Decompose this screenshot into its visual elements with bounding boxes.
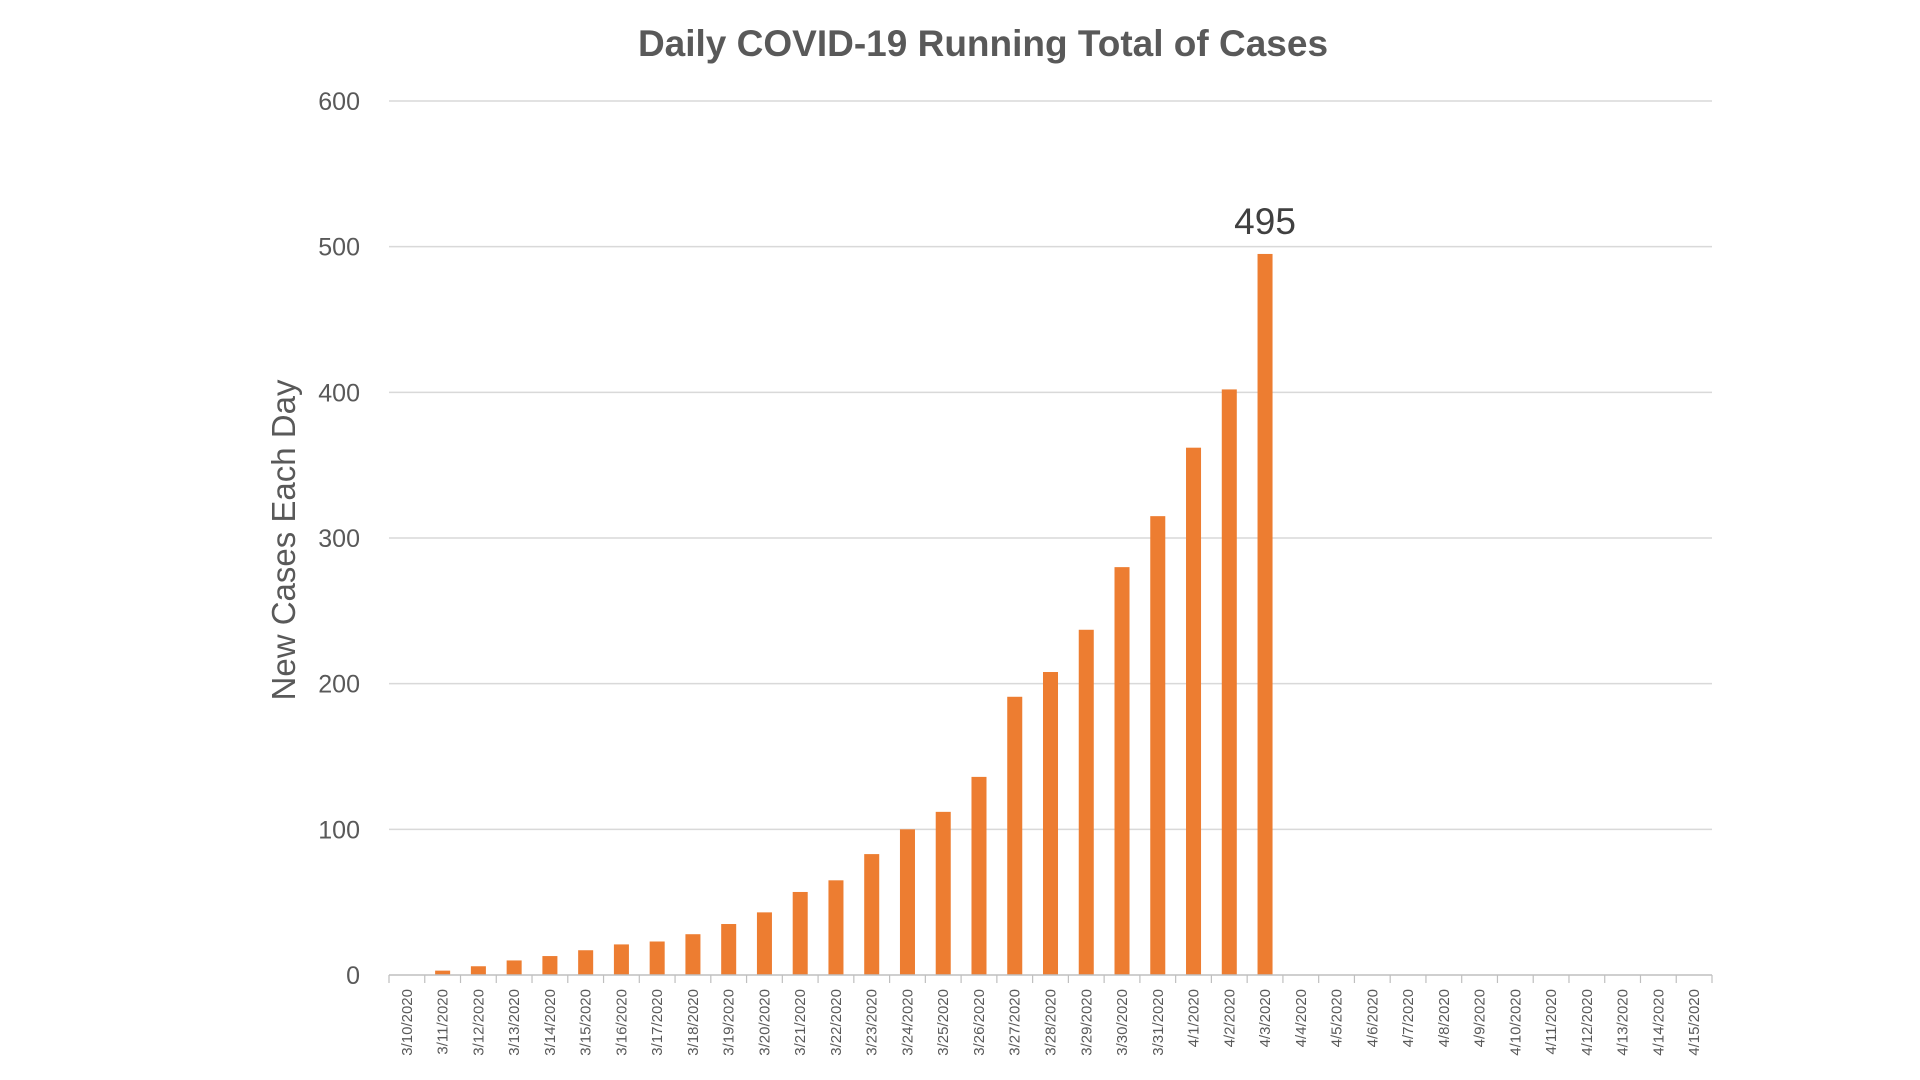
x-tick-label: 4/10/2020 <box>1507 989 1524 1056</box>
bar <box>542 956 558 975</box>
axes <box>388 974 1713 983</box>
x-tick-label: 4/15/2020 <box>1686 989 1703 1056</box>
bar <box>1042 672 1059 975</box>
x-tick-label: 3/31/2020 <box>1150 989 1167 1056</box>
x-tick-label: 4/1/2020 <box>1186 989 1203 1047</box>
x-tick-label: 4/3/2020 <box>1257 989 1274 1047</box>
labels: 0 100 200 300 400 500 600 3/10/2020 3/11/2020 3/1… <box>318 88 1703 1056</box>
x-tick-label: 3/28/2020 <box>1043 989 1060 1056</box>
bar <box>1007 696 1023 975</box>
x-tick-label: 3/16/2020 <box>613 989 630 1056</box>
x-tick-label: 4/2/2020 <box>1221 989 1238 1047</box>
x-tick-label: 3/10/2020 <box>399 989 416 1056</box>
y-tick-label: 600 <box>318 88 360 116</box>
bar <box>899 829 915 975</box>
bar <box>470 966 486 975</box>
x-tick-label: 3/13/2020 <box>506 989 523 1056</box>
bars <box>435 253 1273 976</box>
x-tick-label: 3/17/2020 <box>649 989 666 1056</box>
x-tick-label: 3/15/2020 <box>578 989 595 1056</box>
x-tick-label: 4/9/2020 <box>1472 989 1489 1047</box>
y-tick-label: 0 <box>346 962 360 990</box>
bar <box>1078 629 1094 975</box>
x-tick-label: 3/21/2020 <box>792 989 809 1056</box>
x-tick-label: 4/12/2020 <box>1579 989 1596 1056</box>
bar <box>864 854 880 975</box>
x-tick-label: 3/18/2020 <box>685 989 702 1056</box>
bar <box>828 880 844 975</box>
x-tick-label: 3/12/2020 <box>470 989 487 1056</box>
bar <box>935 811 951 975</box>
x-tick-label: 4/11/2020 <box>1543 989 1560 1055</box>
x-tick-label: 3/14/2020 <box>542 989 559 1056</box>
y-tick-label: 300 <box>318 525 360 553</box>
bar <box>685 934 701 975</box>
bar <box>578 950 594 975</box>
y-tick-label: 400 <box>318 379 360 407</box>
x-tick-label: 3/30/2020 <box>1114 989 1131 1056</box>
x-tick-label: 3/27/2020 <box>1007 989 1024 1056</box>
x-tick-label: 3/23/2020 <box>864 989 881 1056</box>
x-tick-label: 4/7/2020 <box>1400 989 1417 1047</box>
bar <box>971 776 987 975</box>
x-tick-label: 4/6/2020 <box>1364 989 1381 1047</box>
data-label: 495 <box>1234 201 1296 242</box>
x-tick-label: 3/24/2020 <box>899 989 916 1056</box>
bar <box>435 970 451 975</box>
bar <box>1114 567 1130 975</box>
bar <box>1221 389 1237 975</box>
x-tick-label: 3/26/2020 <box>971 989 988 1056</box>
x-tick-label: 3/19/2020 <box>721 989 738 1056</box>
x-tick-label: 3/25/2020 <box>935 989 952 1056</box>
bar <box>613 944 629 975</box>
bar <box>1186 447 1202 976</box>
bar <box>1150 516 1166 975</box>
x-tick-label: 4/8/2020 <box>1436 989 1453 1047</box>
y-tick-label: 500 <box>318 234 360 262</box>
x-tick-label: 4/4/2020 <box>1293 989 1310 1047</box>
x-tick-label: 4/14/2020 <box>1650 989 1667 1056</box>
x-tick-label: 3/11/2020 <box>435 989 452 1055</box>
bar <box>721 924 737 975</box>
y-tick-label: 100 <box>318 816 360 844</box>
x-tick-label: 3/20/2020 <box>756 989 773 1056</box>
x-tick-label: 3/29/2020 <box>1078 989 1095 1056</box>
y-tick-label: 200 <box>318 671 360 699</box>
chart-title: Daily COVID-19 Running Total of Cases <box>638 23 1328 64</box>
bar <box>756 912 772 975</box>
x-tick-label: 4/5/2020 <box>1329 989 1346 1047</box>
x-tick-label: 3/22/2020 <box>828 989 845 1056</box>
bar <box>792 891 808 975</box>
bar <box>1257 253 1273 975</box>
bar <box>506 960 522 975</box>
bar <box>649 941 665 975</box>
x-tick-label: 4/13/2020 <box>1615 989 1632 1056</box>
gridlines <box>389 100 1712 831</box>
y-axis-label: New Cases Each Day <box>265 379 302 700</box>
